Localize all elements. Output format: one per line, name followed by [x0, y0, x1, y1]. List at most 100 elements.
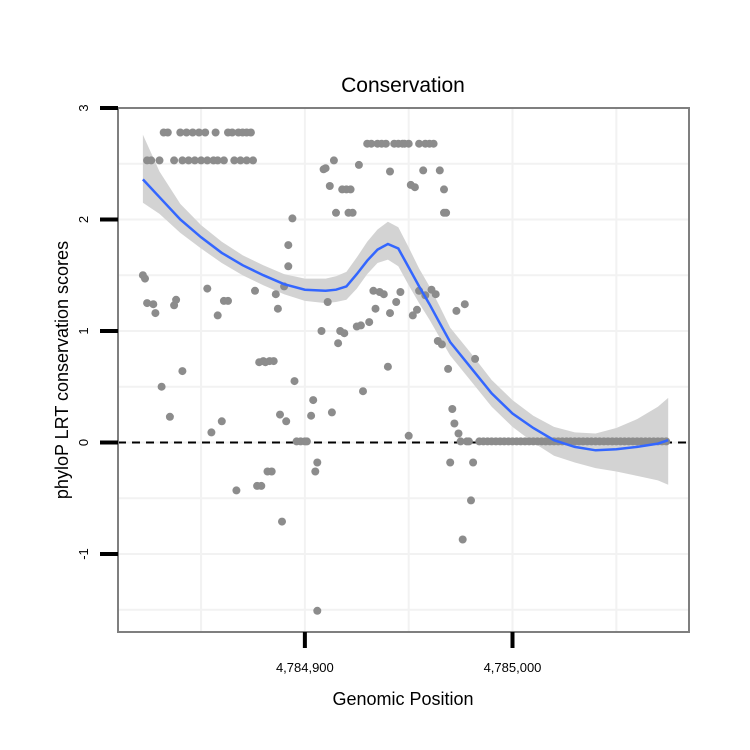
- data-point: [224, 296, 232, 305]
- data-point: [444, 364, 453, 373]
- data-point: [290, 377, 299, 386]
- data-point: [203, 284, 212, 293]
- data-point: [197, 156, 206, 165]
- data-point: [307, 411, 316, 420]
- y-tick-label: 1: [76, 327, 91, 334]
- data-point: [278, 517, 286, 526]
- data-point: [190, 156, 199, 165]
- axis-ticks: [100, 106, 515, 648]
- data-point: [340, 329, 349, 338]
- data-point: [381, 139, 390, 148]
- data-point: [379, 290, 388, 299]
- data-point: [334, 339, 343, 348]
- data-point: [408, 311, 417, 320]
- data-point: [147, 156, 156, 165]
- data-point: [346, 185, 355, 194]
- data-point: [386, 309, 394, 318]
- points-layer: [138, 128, 671, 615]
- chart-title: Conservation: [341, 74, 465, 97]
- data-point: [321, 164, 330, 173]
- data-point: [288, 214, 297, 223]
- data-point: [178, 156, 187, 165]
- data-point: [471, 354, 480, 363]
- data-point: [203, 156, 212, 165]
- data-point: [325, 182, 334, 190]
- data-point: [302, 437, 311, 446]
- data-point: [170, 156, 179, 165]
- data-point: [242, 156, 251, 165]
- data-point: [371, 304, 380, 313]
- data-point: [155, 156, 164, 165]
- data-point: [188, 128, 197, 137]
- data-point: [251, 286, 259, 295]
- data-point: [217, 417, 226, 426]
- data-point: [230, 156, 239, 165]
- data-point: [456, 437, 465, 446]
- data-point: [195, 128, 203, 137]
- data-point: [309, 396, 318, 405]
- confidence-band-layer: [142, 134, 669, 485]
- x-tick-label: 4,785,000: [484, 660, 542, 675]
- data-point: [354, 160, 363, 169]
- data-point: [213, 156, 222, 165]
- data-point: [284, 262, 293, 271]
- data-point: [329, 156, 338, 165]
- data-point: [151, 309, 160, 318]
- smooth-trend-line: [141, 178, 669, 452]
- y-tick-label: 0: [76, 439, 91, 446]
- data-point: [435, 166, 444, 175]
- data-point: [157, 382, 166, 391]
- data-point: [446, 458, 455, 467]
- data-point: [450, 419, 459, 428]
- data-point: [367, 139, 376, 148]
- data-point: [429, 139, 438, 148]
- data-point: [383, 362, 392, 371]
- data-point: [464, 437, 473, 446]
- data-point: [442, 208, 451, 217]
- data-point: [284, 241, 293, 250]
- data-point: [413, 305, 421, 314]
- data-point: [369, 286, 378, 295]
- data-point: [365, 318, 374, 327]
- data-point: [232, 486, 241, 495]
- data-point: [207, 428, 216, 437]
- data-point: [317, 327, 326, 335]
- data-point: [431, 290, 440, 299]
- data-point: [165, 412, 174, 421]
- data-point: [219, 156, 228, 165]
- confidence-band: [142, 134, 669, 485]
- data-point: [213, 311, 222, 320]
- data-point: [201, 128, 210, 137]
- data-point: [332, 208, 340, 217]
- data-point: [404, 139, 413, 148]
- data-point: [282, 417, 291, 426]
- data-point: [392, 298, 401, 306]
- y-tick-label: 2: [76, 216, 91, 223]
- data-point: [172, 295, 181, 304]
- data-point: [163, 128, 172, 137]
- data-point: [182, 128, 191, 137]
- data-point: [184, 156, 193, 165]
- y-tick-label: 3: [76, 104, 91, 111]
- data-point: [327, 408, 336, 417]
- data-point: [236, 156, 245, 165]
- y-tick-label: -1: [76, 548, 91, 560]
- data-point: [448, 405, 457, 413]
- data-point: [313, 606, 322, 615]
- x-axis-title: Genomic Position: [332, 689, 473, 709]
- data-point: [356, 321, 365, 330]
- data-point: [267, 467, 276, 476]
- panel-border: [117, 107, 690, 633]
- data-point: [323, 298, 332, 306]
- tick-labels: 4,784,900 4,785,000 -1 0 1 2 3: [76, 104, 541, 675]
- data-point: [211, 128, 220, 137]
- data-point: [273, 304, 282, 313]
- data-point: [386, 167, 394, 176]
- data-point: [269, 357, 278, 366]
- grid-lines: [118, 107, 689, 632]
- data-point: [348, 208, 357, 217]
- data-point: [467, 496, 475, 505]
- data-point: [410, 183, 419, 192]
- data-point: [257, 481, 266, 490]
- data-point: [313, 458, 322, 467]
